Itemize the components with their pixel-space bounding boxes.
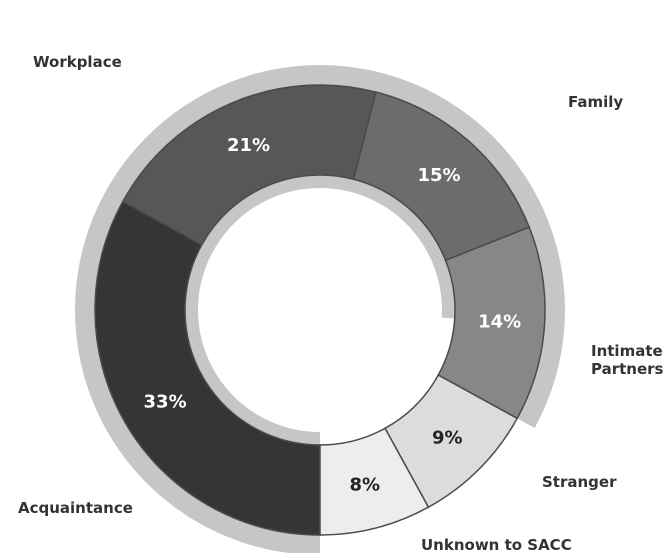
category-label-family: Family (568, 93, 623, 111)
category-label-acquaintance: Acquaintance (18, 499, 133, 517)
category-label-intimate-partners: Intimate Partners (591, 342, 664, 378)
pct-label-stranger: 9% (432, 427, 463, 448)
slice-unknown (319, 427, 430, 536)
pct-label-acquaintance: 33% (144, 392, 187, 413)
category-labels: Acquaintance Workplace Family Intimate Partn… (18, 53, 664, 553)
category-label-unknown: Unknown to SACC (421, 536, 572, 553)
percentage-labels: 33% 21% 15% 14% 9% 8% (144, 135, 522, 496)
donut-slices (94, 84, 546, 536)
slice-acquaintance (94, 200, 321, 536)
pct-label-unknown: 8% (349, 474, 380, 495)
slice-workplace (121, 84, 377, 246)
category-label-stranger: Stranger (542, 473, 617, 491)
pct-label-family: 15% (417, 165, 460, 186)
pct-label-workplace: 21% (227, 135, 270, 156)
category-label-workplace: Workplace (33, 53, 122, 71)
pct-label-intimate-partners: 14% (478, 311, 521, 332)
